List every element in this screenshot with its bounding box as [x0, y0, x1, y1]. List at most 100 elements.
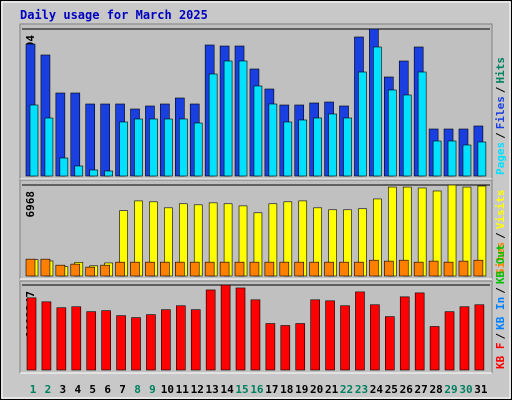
x-tick-label: 6: [104, 383, 111, 396]
x-tick-label: 11: [176, 383, 190, 396]
x-tick-label: 29: [444, 383, 457, 396]
x-tick-label: 23: [355, 383, 368, 396]
bar: [161, 309, 171, 371]
x-tick-label: 4: [74, 383, 81, 396]
bar: [25, 258, 36, 277]
bar: [86, 311, 97, 371]
bar: [190, 309, 201, 371]
legend-entry: KB In: [494, 297, 507, 330]
bar: [59, 157, 69, 177]
bar: [101, 310, 111, 371]
bar: [145, 261, 155, 277]
x-tick-label: 17: [265, 383, 278, 396]
x-tick-label: 24: [370, 383, 384, 396]
bar: [477, 141, 487, 177]
x-tick-label: 18: [280, 383, 293, 396]
bar: [40, 258, 51, 277]
bar: [264, 261, 275, 277]
bar: [354, 261, 364, 277]
x-tick-label: 2: [45, 383, 52, 396]
bar: [398, 259, 409, 277]
bar: [115, 261, 125, 277]
bar: [443, 261, 454, 277]
legend: Sites / Visits: [494, 190, 507, 276]
bar: [388, 89, 397, 177]
bar: [100, 264, 110, 277]
legend-entry: Visits: [494, 190, 507, 230]
x-tick-label: 25: [385, 383, 398, 396]
x-tick-label: 8: [134, 383, 141, 396]
bar: [340, 305, 350, 371]
x-tick-label: 31: [474, 383, 488, 396]
bar: [324, 261, 334, 277]
x-tick-label: 3: [60, 383, 67, 396]
bar: [399, 296, 410, 371]
bar: [249, 261, 260, 277]
bar: [268, 103, 278, 177]
bar: [208, 73, 218, 177]
x-tick-label: 21: [325, 383, 339, 396]
legend-entry: Files: [494, 96, 507, 129]
bar: [295, 323, 306, 371]
bar: [458, 260, 469, 277]
legend-entry: KB F: [494, 343, 507, 370]
bar: [298, 119, 308, 177]
bar: [414, 292, 425, 371]
chart-title: Daily usage for March 2025: [20, 8, 208, 22]
legend-entry: KB Out: [494, 244, 507, 284]
legend: KB F / KB In / KB Out: [494, 244, 507, 369]
bar: [70, 92, 81, 177]
legend-separator: /: [494, 132, 507, 139]
bar: [234, 261, 245, 277]
x-tick-label: 12: [191, 383, 204, 396]
bar: [29, 104, 39, 177]
bar: [373, 46, 382, 177]
bar: [309, 261, 319, 277]
bar: [189, 261, 200, 277]
bar: [402, 94, 412, 177]
bar: [473, 259, 484, 277]
bar: [250, 299, 261, 371]
bar: [369, 259, 379, 277]
bar: [313, 117, 322, 177]
bar: [413, 261, 424, 277]
x-tick-label: 5: [89, 383, 96, 396]
bar: [116, 315, 126, 371]
bar: [238, 60, 248, 177]
bar: [41, 301, 52, 371]
bar: [279, 261, 290, 277]
bar: [131, 317, 141, 371]
bar: [310, 299, 320, 371]
bar: [149, 118, 158, 177]
x-tick-label: 20: [310, 383, 323, 396]
bar: [85, 266, 96, 277]
x-tick-label: 16: [250, 383, 264, 396]
x-tick-label: 26: [400, 383, 414, 396]
bar: [447, 140, 457, 177]
bar: [417, 71, 427, 177]
bar: [179, 118, 188, 177]
bar: [193, 122, 203, 177]
bar: [205, 289, 216, 371]
legend-separator: /: [494, 333, 507, 340]
x-tick-label: 1: [30, 383, 37, 396]
bar: [204, 261, 215, 277]
bar: [130, 261, 140, 277]
bar: [384, 260, 394, 277]
bar: [459, 306, 470, 371]
bar: [385, 316, 395, 371]
bar: [56, 307, 67, 371]
legend-separator: /: [494, 86, 507, 93]
bar: [339, 261, 349, 277]
bar: [328, 113, 337, 177]
bar: [44, 117, 54, 177]
bar: [100, 103, 110, 177]
bar: [160, 261, 170, 277]
bar: [26, 297, 37, 371]
bar: [71, 306, 82, 371]
x-tick-label: 14: [220, 383, 234, 396]
bar: [370, 304, 380, 371]
bar: [253, 85, 263, 177]
legend-entry: Hits: [494, 57, 507, 84]
